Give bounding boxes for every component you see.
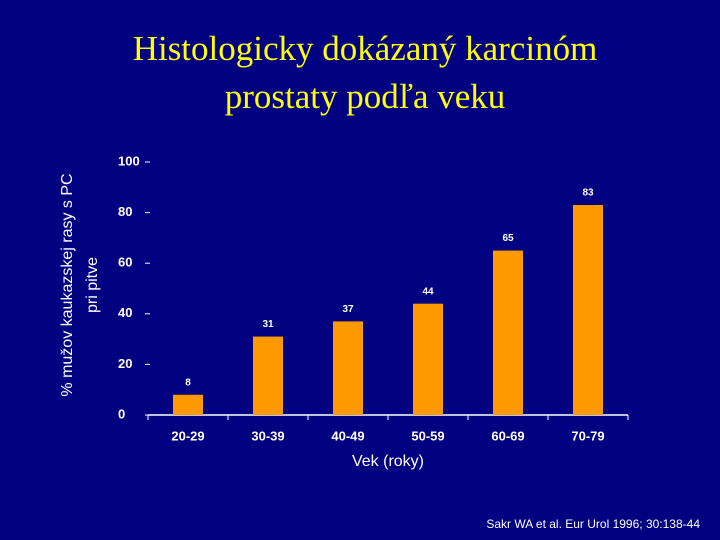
bar [413,303,443,415]
x-tick-label: 50-59 [411,428,444,443]
x-tick-label: 30-39 [251,428,284,443]
y-tick-label: 60 [118,255,132,270]
x-tick-label: 40-49 [331,428,364,443]
y-tick-label: 80 [118,204,132,219]
y-tick-label: 20 [118,356,132,371]
x-tick-label: 60-69 [491,428,524,443]
chart-title: Histologicky dokázaný karcinóm [133,29,598,68]
value-label: 44 [422,286,434,297]
y-tick-label: 100 [118,153,140,168]
y-tick-label: 40 [118,305,132,320]
chart-title: prostaty podľa veku [225,77,506,116]
value-label: 65 [502,233,514,244]
x-tick-label: 70-79 [571,428,604,443]
value-label: 37 [342,304,354,315]
y-axis-label: pri pitve [84,257,101,313]
y-tick-label: 0 [118,406,125,421]
value-label: 83 [582,188,594,199]
bar [573,205,603,415]
source-note: Sakr WA et al. Eur Urol 1996; 30:138-44 [486,517,700,531]
bar [253,336,283,415]
y-axis-label: % mužov kaukazskej rasy s PC [59,173,76,396]
bar [493,250,523,415]
x-axis-label: Vek (roky) [352,453,424,470]
bar [333,321,363,415]
value-label: 31 [262,319,274,330]
value-label: 8 [185,377,191,388]
bar [173,394,203,415]
x-tick-label: 20-29 [171,428,204,443]
